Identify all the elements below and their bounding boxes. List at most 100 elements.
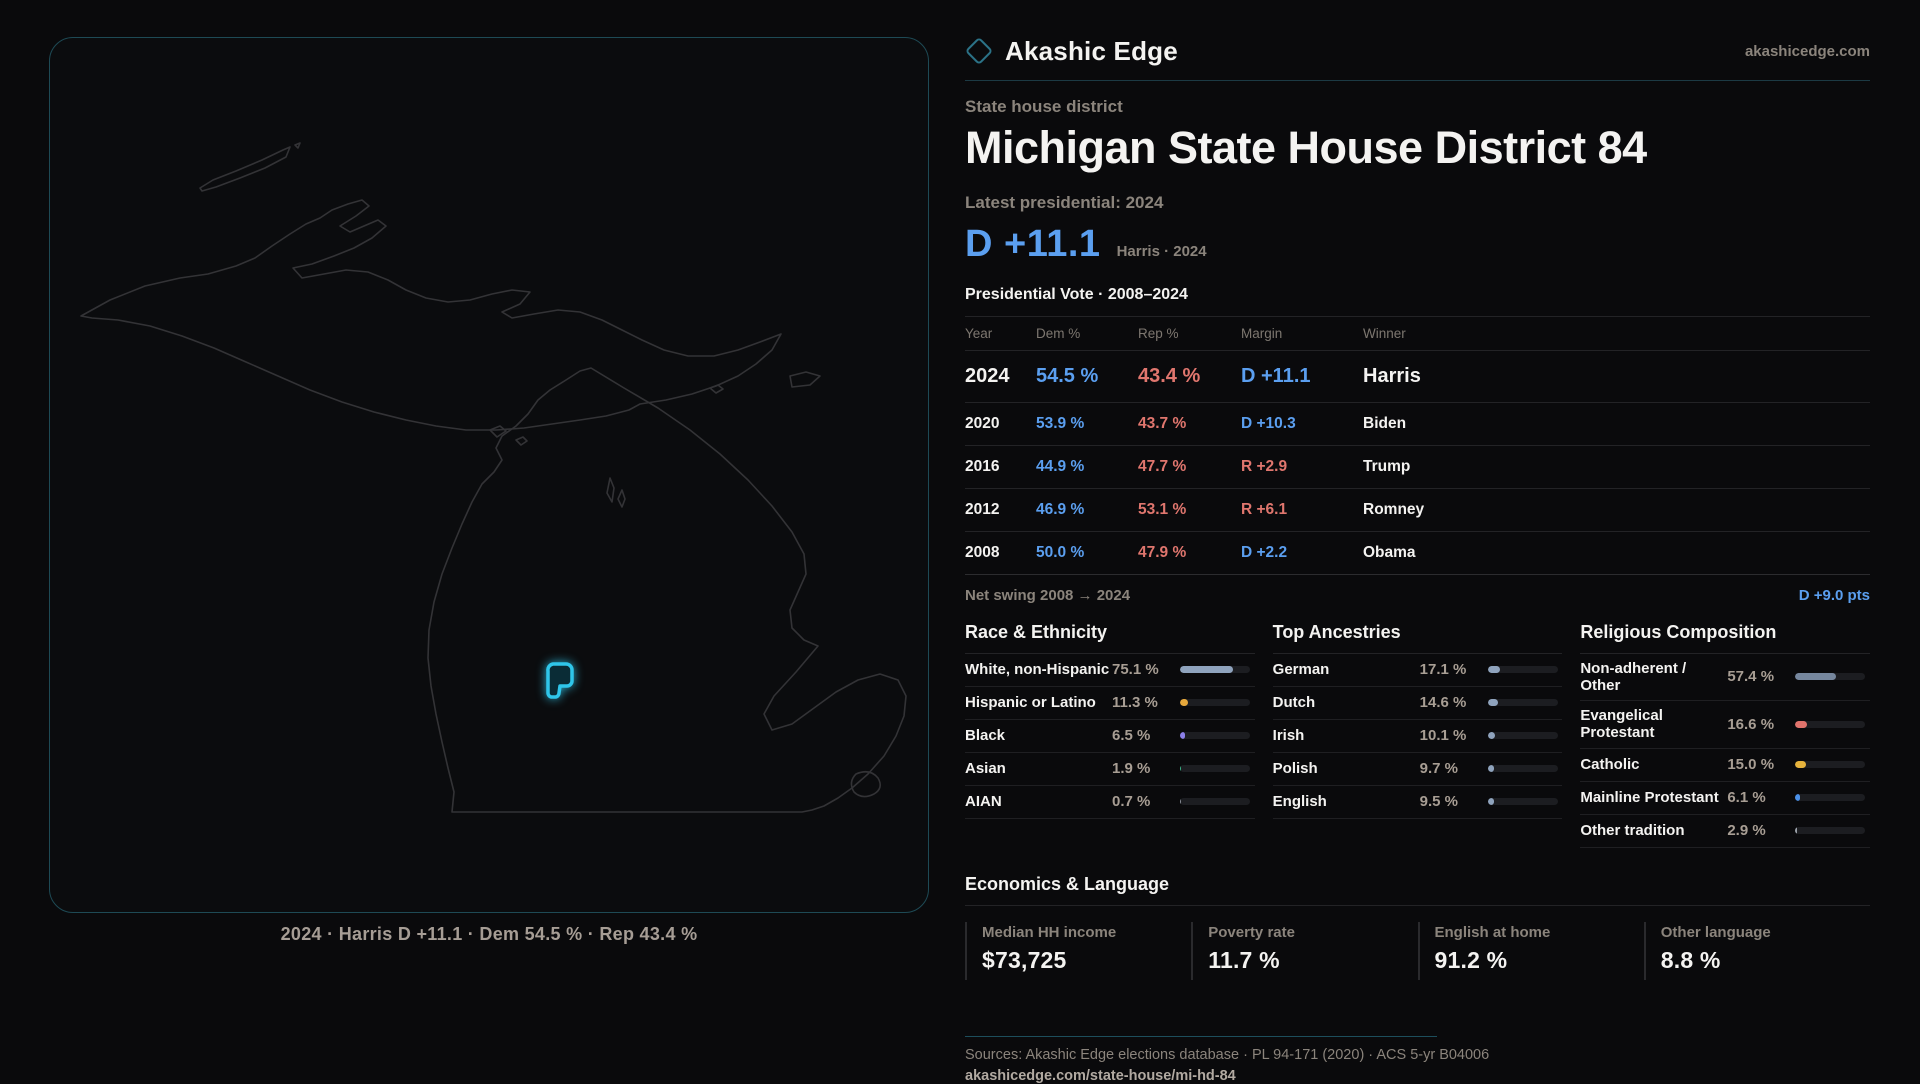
- religion-column: Religious Composition Non-adherent / Oth…: [1580, 622, 1870, 848]
- race-ethnicity-column: Race & Ethnicity White, non-Hispanic 75.…: [965, 622, 1255, 848]
- demo-row: Irish 10.1 %: [1272, 720, 1563, 753]
- demo-bar: [1795, 827, 1866, 834]
- stat-card: Median HH income $73,725: [965, 921, 1191, 980]
- demo-value: 2.9 %: [1727, 822, 1766, 839]
- demo-row: Asian 1.9 %: [965, 753, 1255, 786]
- demo-value: 57.4 %: [1727, 668, 1775, 686]
- race-ethnicity-title: Race & Ethnicity: [965, 622, 1255, 654]
- cell-margin: R +2.9: [1241, 457, 1288, 475]
- stat-value: 91.2 %: [1434, 946, 1508, 973]
- header: Akashic Edge akashicedge.com: [964, 30, 1870, 72]
- brand-name: Akashic Edge: [1005, 35, 1178, 66]
- demo-label: Dutch: [1272, 693, 1316, 711]
- demo-row: Polish 9.7 %: [1272, 753, 1563, 786]
- stat-value: $73,725: [982, 946, 1067, 973]
- demo-value: 1.9 %: [1112, 760, 1151, 777]
- footer: Sources: Akashic Edge elections database…: [965, 1035, 1870, 1084]
- straits-islands: [709, 371, 821, 394]
- presidential-vote-table: Year Dem % Rep % Margin Winner 2024 54.5…: [965, 315, 1870, 575]
- headline-margin-value: D +11.1: [965, 222, 1101, 265]
- sources-text: Sources: Akashic Edge elections database…: [965, 1046, 1490, 1063]
- demo-bar: [1487, 765, 1558, 772]
- cell-winner: Obama: [1363, 543, 1416, 561]
- demo-label: AIAN: [965, 792, 1002, 810]
- table-header-row: Year Dem % Rep % Margin Winner: [965, 315, 1870, 350]
- district-type-kicker: State house district: [965, 97, 1123, 116]
- cell-margin: R +6.1: [1241, 500, 1288, 518]
- net-swing-row: Net swing 2008 → 2024 D +9.0 pts: [965, 575, 1870, 614]
- demo-bar: [1180, 666, 1250, 673]
- demo-bar: [1795, 794, 1866, 801]
- demo-bar: [1487, 732, 1558, 739]
- table-row: 2024 54.5 % 43.4 % D +11.1 Harris: [965, 349, 1870, 402]
- stat-value: 8.8 %: [1660, 946, 1721, 973]
- stat-label: Poverty rate: [1208, 923, 1295, 941]
- cell-winner: Trump: [1363, 457, 1411, 475]
- state-map-panel: [49, 37, 929, 913]
- net-swing-label: Net swing 2008 → 2024: [965, 586, 1131, 604]
- table-row: 2008 50.0 % 47.9 % D +2.2 Obama: [965, 530, 1870, 574]
- cell-year: 2020: [965, 414, 1000, 432]
- district-report: Akashic Edge akashicedge.com State house…: [964, 30, 1870, 1084]
- demo-row: Evangelical Protestant 16.6 %: [1580, 701, 1870, 749]
- demo-label: Mainline Protestant: [1580, 788, 1719, 806]
- demo-value: 75.1 %: [1112, 661, 1159, 678]
- demo-row: Hispanic or Latino 11.3 %: [965, 687, 1255, 720]
- cell-dem-pct: 46.9 %: [1036, 500, 1085, 518]
- col-header-margin: Margin: [1241, 325, 1283, 341]
- vote-table-title: Presidential Vote · 2008–2024: [965, 285, 1188, 303]
- demographics-section: Race & Ethnicity White, non-Hispanic 75.…: [965, 622, 1870, 848]
- footer-divider: [965, 1035, 1437, 1037]
- cell-rep-pct: 47.9 %: [1138, 543, 1187, 561]
- cell-margin: D +2.2: [1241, 543, 1288, 561]
- demo-row: English 9.5 %: [1272, 786, 1563, 819]
- demo-value: 9.7 %: [1419, 760, 1459, 777]
- cell-dem-pct: 50.0 %: [1036, 543, 1085, 561]
- cell-year: 2008: [965, 543, 1000, 561]
- col-header-year: Year: [965, 325, 993, 341]
- ancestries-column: Top Ancestries German 17.1 % Dutch 14.6 …: [1272, 622, 1563, 848]
- brand-domain-link[interactable]: akashicedge.com: [1744, 42, 1870, 60]
- michigan-map: [80, 142, 907, 813]
- religion-title: Religious Composition: [1580, 622, 1870, 654]
- cell-rep-pct: 53.1 %: [1138, 500, 1187, 518]
- col-header-rep: Rep %: [1138, 325, 1179, 341]
- beaver-islands: [489, 425, 626, 508]
- demo-label: Polish: [1272, 759, 1318, 777]
- demo-value: 10.1 %: [1419, 727, 1467, 744]
- stat-card: English at home 91.2 %: [1417, 921, 1644, 980]
- permalink[interactable]: akashicedge.com/state-house/mi-hd-84: [965, 1067, 1236, 1084]
- demo-row: Other tradition 2.9 %: [1580, 815, 1870, 848]
- demo-bar: [1180, 765, 1250, 772]
- district-highlight-shape[interactable]: [546, 662, 574, 699]
- isle-royale-outline: [199, 142, 301, 192]
- table-row: 2012 46.9 % 53.1 % R +6.1 Romney: [965, 487, 1870, 531]
- cell-rep-pct: 43.7 %: [1138, 414, 1187, 432]
- demo-bar: [1795, 673, 1866, 681]
- demo-label: Hispanic or Latino: [965, 693, 1096, 711]
- demo-label: Evangelical Protestant: [1580, 707, 1663, 742]
- demo-row: Black 6.5 %: [965, 720, 1255, 753]
- brand-diamond-icon: [964, 36, 994, 66]
- stat-label: English at home: [1434, 923, 1551, 941]
- economics-stats: Median HH income $73,725 Poverty rate 11…: [965, 921, 1870, 980]
- demo-row: Dutch 14.6 %: [1272, 687, 1563, 720]
- demo-label: Irish: [1272, 726, 1305, 744]
- stat-card: Poverty rate 11.7 %: [1191, 921, 1417, 980]
- cell-year: 2024: [965, 364, 1010, 387]
- col-header-winner: Winner: [1363, 325, 1406, 341]
- demo-label: Non-adherent / Other: [1580, 659, 1687, 694]
- demo-bar: [1180, 798, 1250, 805]
- cell-year: 2016: [965, 457, 1000, 475]
- demo-label: Asian: [965, 759, 1006, 777]
- ancestries-title: Top Ancestries: [1272, 622, 1563, 654]
- demo-row: Catholic 15.0 %: [1580, 749, 1870, 782]
- demo-bar: [1180, 699, 1250, 706]
- table-bottom-divider: [965, 573, 1870, 575]
- lake-st-clair-outline: [850, 770, 882, 798]
- stat-label: Median HH income: [982, 923, 1117, 941]
- demo-bar: [1180, 732, 1250, 739]
- table-row: 2016 44.9 % 47.7 % R +2.9 Trump: [965, 444, 1870, 488]
- cell-dem-pct: 54.5 %: [1036, 364, 1099, 387]
- demo-bar: [1487, 666, 1558, 673]
